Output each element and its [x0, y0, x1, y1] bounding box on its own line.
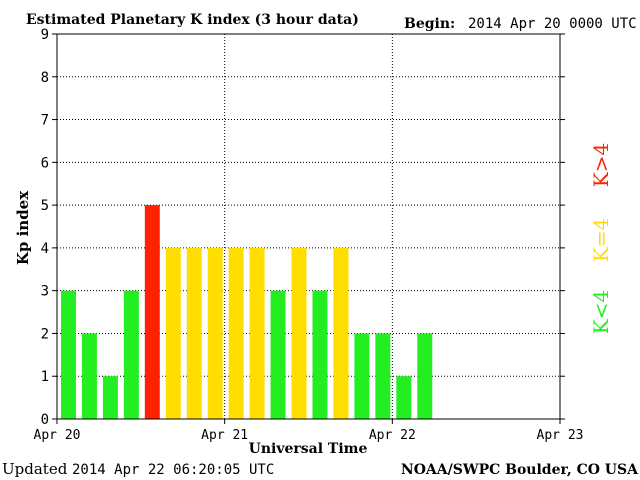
kp-bar	[396, 376, 412, 419]
legend-entry: K>4	[589, 143, 613, 187]
y-tick-label: 8	[41, 70, 49, 86]
kp-bar	[186, 247, 202, 419]
y-tick-label: 7	[41, 113, 49, 129]
x-tick-label: Apr 22	[369, 428, 416, 443]
y-axis-label: Kp index	[14, 190, 32, 265]
y-tick-layer: 0 1 2 3 4 5 6 7 8 9	[41, 27, 565, 428]
legend-entry: K=4	[589, 218, 613, 262]
kp-bar	[102, 376, 118, 419]
x-tick-label: Apr 21	[201, 428, 248, 443]
plot-frame	[56, 33, 561, 420]
x-tick-label: Apr 23	[537, 428, 584, 443]
kp-bar	[375, 333, 391, 419]
chart-title: Estimated Planetary K index (3 hour data…	[26, 12, 359, 28]
y-tick-label: 4	[41, 241, 49, 257]
y-tick-label: 9	[41, 27, 49, 43]
kp-bar	[354, 333, 370, 419]
kp-bar	[228, 247, 244, 419]
kp-bar	[81, 333, 97, 419]
begin-value: 2014 Apr 20 0000 UTC	[468, 16, 637, 32]
bar-layer	[61, 205, 433, 419]
kp-bar	[417, 333, 433, 419]
y-tick-label: 3	[41, 284, 49, 300]
y-tick-label: 2	[41, 326, 49, 342]
x-axis-label: Universal Time	[249, 441, 368, 457]
begin-label: Begin:	[404, 16, 455, 32]
kp-bar	[312, 290, 328, 419]
legend-entry: K<4	[589, 290, 613, 334]
kp-bar	[165, 247, 181, 419]
kp-bar	[61, 290, 76, 419]
kp-bar	[207, 247, 223, 419]
x-tick-layer: Apr 20 Apr 21 Apr 22 Apr 23	[34, 419, 584, 443]
y-tick-label: 1	[41, 369, 49, 385]
updated-value: 2014 Apr 22 06:20:05 UTC	[72, 462, 274, 478]
y-tick-label: 0	[41, 412, 49, 428]
kp-bar	[123, 290, 139, 419]
x-tick-label: Apr 20	[34, 428, 81, 443]
y-tick-label: 5	[41, 198, 49, 214]
credit: NOAA/SWPC Boulder, CO USA	[401, 462, 639, 478]
kp-bar	[333, 247, 349, 419]
y-tick-label: 6	[41, 155, 49, 171]
kp-bar	[249, 247, 265, 419]
legend: K<4 K=4 K>4	[589, 143, 613, 334]
kp-bar	[270, 290, 286, 419]
grid-layer	[57, 34, 560, 419]
updated-label: Updated	[2, 460, 68, 478]
kp-bar	[291, 247, 307, 419]
kp-bar	[144, 205, 160, 419]
